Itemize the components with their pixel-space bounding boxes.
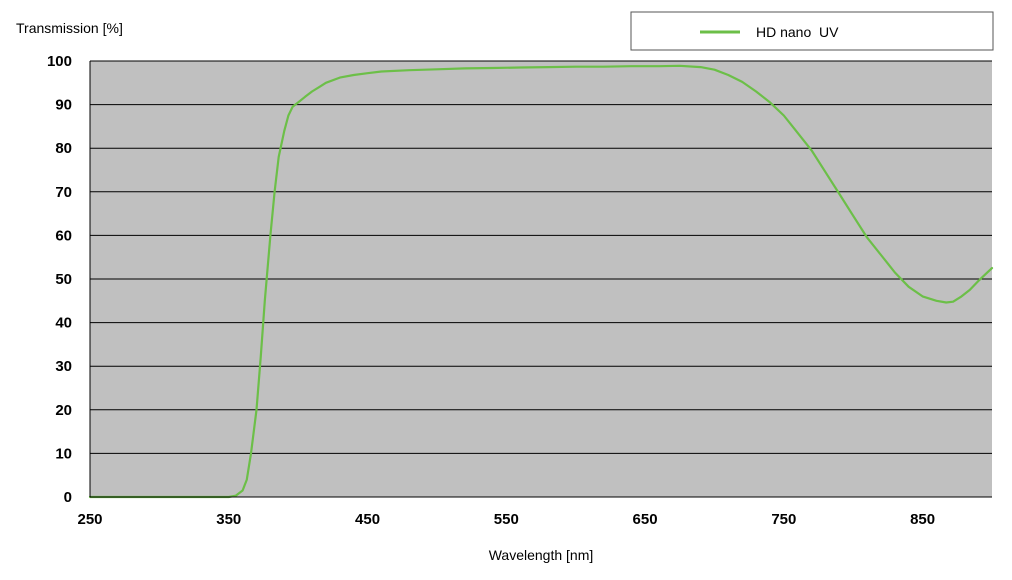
y-tick-label: 40	[55, 315, 72, 332]
y-tick-label: 10	[55, 445, 72, 462]
y-tick-labels: 0 10 20 30 40 50 60 70 80 90 100	[47, 53, 72, 506]
x-tick-label: 550	[494, 511, 519, 528]
y-tick-label: 100	[47, 53, 72, 70]
y-tick-label: 70	[55, 184, 72, 201]
y-tick-label: 20	[55, 402, 72, 419]
y-tick-label: 60	[55, 227, 72, 244]
x-axis-title: Wavelength [nm]	[489, 547, 594, 563]
x-tick-label: 650	[633, 511, 658, 528]
x-tick-label: 450	[355, 511, 380, 528]
legend-label: HD nano UV	[756, 24, 839, 40]
x-tick-label: 250	[77, 511, 102, 528]
legend-box	[630, 11, 994, 51]
y-tick-label: 50	[55, 271, 72, 288]
x-tick-label: 750	[771, 511, 796, 528]
y-tick-label: 80	[55, 140, 72, 157]
y-tick-label: 0	[64, 489, 72, 506]
x-tick-labels: 250 350 450 550 650 750 850	[77, 511, 935, 528]
y-tick-label: 30	[55, 358, 72, 375]
gridlines	[90, 60, 992, 454]
x-tick-label: 850	[910, 511, 935, 528]
series-line-0	[88, 64, 994, 499]
legend: HD nano UV	[630, 11, 994, 51]
y-tick-label: 90	[55, 97, 72, 114]
x-tick-label: 350	[216, 511, 241, 528]
y-axis-title: Transmission [%]	[16, 20, 123, 36]
series-lines	[88, 64, 994, 499]
